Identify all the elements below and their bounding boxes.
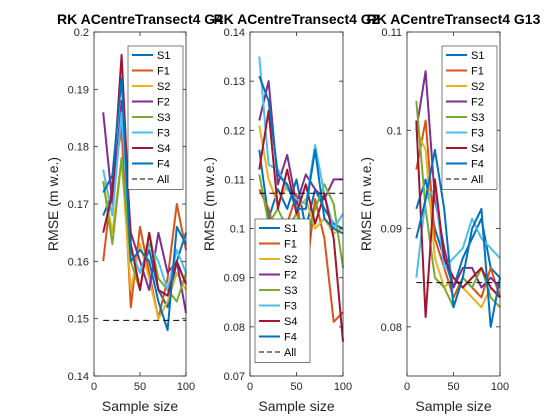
x-axis-label: Sample size [415,398,491,414]
legend-label-s3: S3 [471,112,484,124]
y-tick-label: 0.18 [68,142,89,154]
legend-label-s1: S1 [471,50,484,62]
x-tick-label: 50 [290,381,302,393]
series-line-s2 [258,125,344,235]
legend-label-f2: F2 [157,97,170,109]
y-tick-label: 0.13 [224,76,245,88]
legend: S1 F1 S2 F2 S3 F3 S4 F4 All [127,45,184,190]
chart-panel-1: 0 50 100 0.14 0.15 0.16 0.17 0.18 0.19 0.2 Sample … [45,11,223,414]
y-tick-label: 0.16 [68,256,89,268]
y-axis-label: RMSE (m w.e.) [201,157,217,251]
series-line-s4 [258,109,344,342]
chart-panel-2: 0 50 100 0.07 0.08 0.09 0.1 0.11 0.12 0.13 0.14 Sam… [201,11,380,414]
series-line-f3 [415,188,501,278]
legend-label-s4: S4 [284,316,297,328]
legend-label-f4: F4 [471,159,484,171]
y-tick-label: 0.07 [224,371,245,383]
y-tick-label: 0.11 [224,174,245,186]
legend-label-s1: S1 [284,223,297,235]
legend-label-s2: S2 [471,81,484,93]
legend-label-f1: F1 [471,66,484,78]
chart-title: RK ACentreTransect4 G2 [214,11,380,27]
x-tick-label: 0 [91,381,97,393]
legend-label-all: All [157,174,169,186]
x-tick-label: 0 [404,381,410,393]
legend: S1 F1 S2 F2 S3 F3 S4 F4 All [254,218,311,363]
legend: S1 F1 S2 F2 S3 F3 S4 F4 All [441,45,498,190]
x-tick-label: 50 [447,381,459,393]
x-tick-label: 0 [247,381,253,393]
legend-label-s2: S2 [284,254,297,266]
y-tick-label: 0.11 [381,27,402,39]
legend-label-f2: F2 [471,97,484,109]
legend-label-s4: S4 [157,143,170,155]
y-tick-label: 0.2 [74,27,89,39]
legend-label-s4: S4 [471,143,484,155]
legend-label-s2: S2 [157,81,170,93]
legend-label-f3: F3 [471,128,484,140]
y-axis-label: RMSE (m w.e.) [45,157,61,251]
x-tick-label: 100 [334,381,352,393]
legend-label-s1: S1 [157,50,170,62]
y-axis-label: RMSE (m w.e.) [358,157,374,251]
y-tick-label: 0.1 [387,125,402,137]
x-axis-label: Sample size [258,398,334,414]
legend-label-all: All [284,347,296,359]
legend-label-f3: F3 [284,301,297,313]
y-tick-label: 0.08 [224,322,245,334]
legend-label-f2: F2 [284,270,297,282]
y-tick-label: 0.14 [224,27,245,39]
chart-panel-3: 0 50 100 0.08 0.09 0.1 0.11 Sample size RMSE (m … [358,11,541,414]
y-tick-label: 0.17 [68,199,89,211]
y-tick-label: 0.19 [68,84,89,96]
x-tick-label: 50 [134,381,146,393]
legend-label-all: All [471,174,483,186]
y-tick-label: 0.09 [224,273,245,285]
legend-label-f3: F3 [157,128,170,140]
y-tick-label: 0.1 [230,224,245,236]
y-tick-label: 0.15 [68,314,89,326]
chart-title: RK ACentreTransect4 G4 [57,11,223,27]
x-tick-label: 100 [177,381,195,393]
x-tick-label: 100 [491,381,509,393]
y-tick-label: 0.12 [224,125,245,137]
x-axis-label: Sample size [102,398,178,414]
legend-label-s3: S3 [157,112,170,124]
chart-title: RK ACentreTransect4 G13 [367,11,541,27]
legend-label-f4: F4 [284,332,297,344]
series-line-f4 [258,75,344,235]
series-line-f4 [102,76,187,332]
y-tick-label: 0.08 [381,322,402,334]
legend-label-f4: F4 [157,159,170,171]
y-tick-label: 0.14 [68,371,89,383]
legend-label-s3: S3 [284,285,297,297]
legend-label-f1: F1 [284,239,297,251]
y-tick-label: 0.09 [381,224,402,236]
series-line-f4 [415,148,501,328]
legend-label-f1: F1 [157,66,170,78]
